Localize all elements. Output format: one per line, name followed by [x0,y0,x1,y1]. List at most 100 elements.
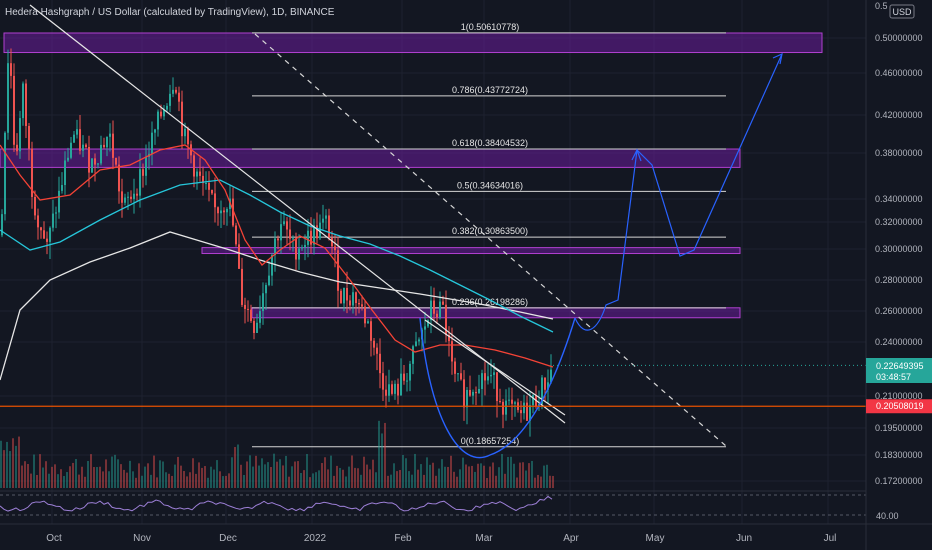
candle-body [103,144,105,148]
volume-bar [87,460,89,488]
candle-body [385,389,387,396]
volume-bar [324,457,326,488]
candle-body [43,230,45,239]
candle-body [541,377,543,405]
candle-body [160,111,162,117]
volume-bar [363,456,365,488]
candle-body [196,171,198,177]
rsi-level-label: 40.00 [876,511,899,521]
fib-label-0: 0(0.18657254) [461,436,520,446]
candle-body [379,353,381,374]
volume-bar [189,472,191,488]
price-tick-label: 0.38000000 [875,148,923,158]
volume-bar [78,474,80,488]
volume-bar [192,458,194,488]
candle-body [400,373,402,396]
volume-bar [213,469,215,488]
volume-bar [27,463,29,488]
currency-label: USD [892,7,912,17]
candle-body [193,155,195,177]
volume-bar [372,459,374,488]
volume-bar [522,462,524,488]
volume-bar [540,476,542,488]
fib-label-0-382: 0.382(0.30863500) [452,226,528,236]
volume-bar [120,464,122,488]
volume-bar [354,467,356,488]
support-price-value: 0.20508019 [876,401,924,411]
candle-body [253,320,255,333]
volume-bar [435,475,437,488]
candle-body [328,215,330,238]
current-price-badge [866,358,932,383]
candle-body [64,160,66,186]
volume-bar [12,438,14,488]
volume-bar [276,461,278,488]
volume-bar [525,470,527,488]
volume-bar [72,462,74,488]
volume-bar [207,477,209,488]
volume-bars [0,420,554,488]
volume-bar [321,463,323,488]
volume-bar [360,474,362,488]
candle-body [304,244,306,248]
candle-body [469,389,471,396]
volume-bar [552,475,554,488]
candle-body [499,401,501,403]
volume-bar [492,462,494,488]
candle-body [181,101,183,137]
time-tick-2022: 2022 [304,533,327,544]
volume-bar [186,476,188,488]
price-tick-label: 0.21000000 [875,391,923,401]
volume-bar [111,456,113,488]
candle-body [157,111,159,130]
candle-body [220,210,222,214]
volume-bar [99,466,101,488]
price-tick-label: 0.24000000 [875,337,923,347]
candle-body [241,268,243,305]
candle-body [361,304,363,307]
time-tick-feb: Feb [394,533,412,544]
candle-body [367,321,369,324]
volume-bar [468,466,470,488]
trendline-local [424,319,566,416]
candle-body [82,144,84,151]
volume-bar [294,461,296,488]
volume-bar [303,470,305,488]
candle-body [493,372,495,375]
candle-body [73,134,75,143]
candle-body [202,175,204,184]
volume-bar [528,463,530,488]
volume-bar [183,471,185,488]
volume-bar [297,461,299,488]
candle-body [184,128,186,137]
candle-body [154,129,156,133]
candle-body [298,248,300,260]
volume-bar [216,460,218,488]
volume-bar [102,471,104,488]
candle-body [463,379,465,408]
candle-body [127,196,129,198]
volume-bar [474,471,476,488]
candle-body [88,146,90,173]
candle-body [121,191,123,203]
candle-body [388,384,390,396]
candle-body [34,196,36,216]
candle-body [268,275,270,286]
candle-body [289,229,291,239]
candle-body [145,157,147,176]
candle-body [277,238,279,241]
volume-bar [81,466,83,488]
candle-body [433,300,435,314]
candle-body [250,309,252,321]
candle-body [271,254,273,276]
candle-body [436,313,438,318]
candle-body [172,89,174,94]
price-tick-label: 0.19500000 [875,423,923,433]
volume-bar [381,433,383,488]
volume-bar [42,467,44,488]
candle-body [118,164,120,192]
candle-body [49,227,51,242]
support-price-badge [866,399,932,414]
candle-body [259,311,261,323]
volume-bar [465,464,467,488]
